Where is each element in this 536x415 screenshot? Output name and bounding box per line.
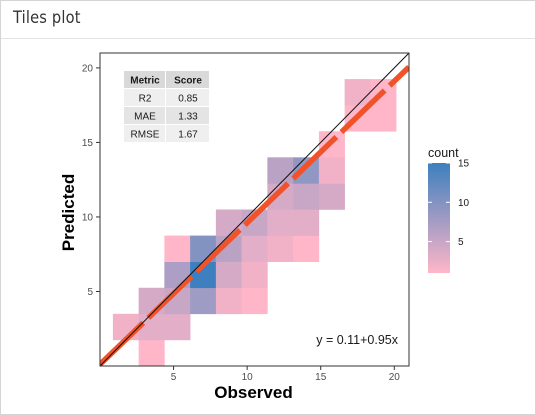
tile: [267, 210, 293, 236]
metrics-table: Metric Score R2 0.85 MAE 1.33 RMSE 1.67: [124, 71, 209, 142]
legend-tick-label: 10: [458, 198, 470, 209]
tile: [216, 288, 242, 314]
tile: [293, 210, 319, 236]
table-cell-text: RMSE: [131, 130, 160, 141]
tile: [139, 288, 165, 314]
tile: [139, 340, 165, 366]
tile: [164, 314, 190, 340]
tile: [370, 105, 396, 131]
y-tick-label: 5: [87, 287, 93, 298]
table-header-label: Score: [174, 76, 202, 87]
y-tick-label: 15: [82, 138, 94, 149]
tile: [164, 236, 190, 262]
x-tick-label: 15: [315, 372, 327, 383]
tile: [216, 262, 242, 288]
y-axis-title: Predicted: [59, 174, 78, 251]
table-cell-text: 1.67: [178, 130, 198, 141]
tile: [242, 288, 268, 314]
table-cell-text: R2: [139, 94, 152, 105]
table-cell-text: 1.33: [178, 112, 198, 123]
tile: [319, 157, 345, 183]
table-header-label: Metric: [130, 76, 160, 87]
table-cell-text: 0.85: [178, 94, 198, 105]
y-tick-label: 10: [82, 212, 94, 223]
tile: [242, 236, 268, 262]
tile: [242, 262, 268, 288]
tile: [293, 236, 319, 262]
tile: [267, 157, 293, 183]
fit-equation-label: y = 0.11+0.95x: [316, 333, 399, 347]
count-legend: count 5 10 15: [428, 146, 470, 273]
x-axis-title: Observed: [214, 383, 292, 402]
y-tick-label: 20: [82, 63, 94, 74]
x-tick-label: 5: [171, 372, 177, 383]
tile: [293, 183, 319, 209]
legend-colorbar: [428, 163, 450, 273]
tile: [319, 183, 345, 209]
tile: [293, 157, 319, 183]
legend-title: count: [428, 146, 459, 160]
tile: [267, 236, 293, 262]
legend-tick-label: 15: [458, 159, 470, 170]
x-tick-label: 20: [389, 372, 401, 383]
legend-tick-label: 5: [458, 237, 464, 248]
x-tick-label: 10: [242, 372, 254, 383]
tile: [190, 288, 216, 314]
table-cell-text: MAE: [134, 112, 156, 123]
tile: [345, 79, 371, 105]
